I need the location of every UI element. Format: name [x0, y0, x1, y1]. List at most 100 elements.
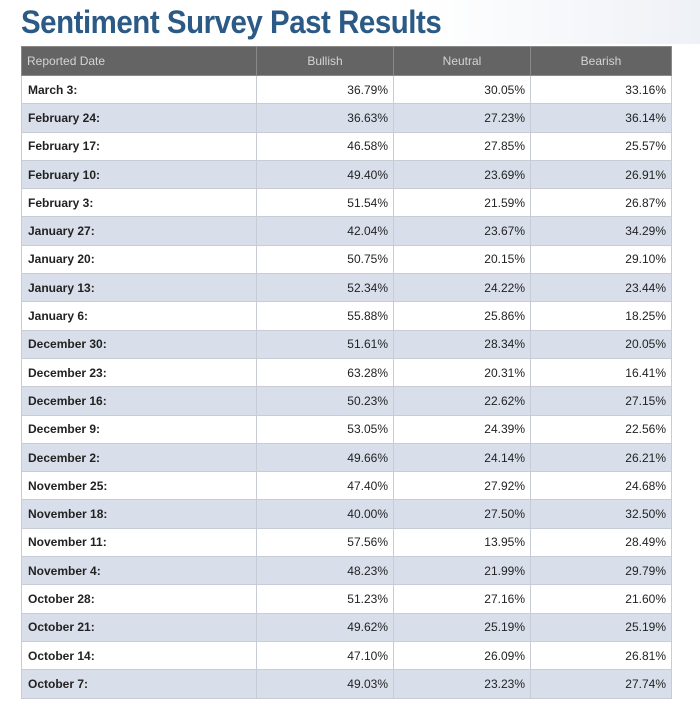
- cell-bullish: 36.63%: [256, 103, 394, 133]
- cell-bullish: 49.40%: [256, 159, 394, 190]
- cell-bullish: 47.40%: [256, 471, 394, 501]
- table-row: January 6: 55.88% 25.86% 18.25%: [21, 301, 672, 331]
- table-row: December 16: 50.23% 22.62% 27.15%: [21, 386, 672, 416]
- cell-reported-date: December 16:: [21, 386, 257, 416]
- cell-neutral: 27.50%: [393, 499, 531, 529]
- cell-bearish: 27.15%: [530, 386, 672, 416]
- cell-bearish: 23.44%: [530, 273, 672, 303]
- cell-neutral: 20.15%: [393, 244, 531, 275]
- cell-neutral: 30.05%: [393, 74, 531, 105]
- table-row: December 2: 49.66% 24.14% 26.21%: [21, 442, 672, 473]
- cell-bearish: 16.41%: [530, 357, 672, 388]
- cell-reported-date: February 3:: [21, 188, 257, 218]
- cell-bearish: 29.10%: [530, 244, 672, 275]
- cell-reported-date: January 13:: [21, 273, 257, 303]
- column-header-bullish: Bullish: [256, 46, 394, 76]
- cell-bearish: 32.50%: [530, 499, 672, 529]
- cell-reported-date: October 28:: [21, 584, 257, 614]
- table-row: October 7: 49.03% 23.23% 27.74%: [21, 669, 672, 699]
- cell-bullish: 49.03%: [256, 669, 394, 699]
- cell-neutral: 21.59%: [393, 188, 531, 218]
- page-title: Sentiment Survey Past Results: [21, 4, 442, 40]
- cell-bullish: 50.23%: [256, 386, 394, 416]
- cell-bullish: 53.05%: [256, 414, 394, 444]
- cell-neutral: 21.99%: [393, 556, 531, 586]
- cell-bullish: 40.00%: [256, 499, 394, 529]
- cell-reported-date: October 21:: [21, 612, 257, 642]
- cell-neutral: 28.34%: [393, 329, 531, 359]
- cell-reported-date: December 9:: [21, 414, 257, 444]
- cell-reported-date: November 11:: [21, 527, 257, 558]
- cell-bearish: 34.29%: [530, 216, 672, 246]
- cell-bearish: 26.91%: [530, 159, 672, 190]
- cell-reported-date: October 14:: [21, 640, 257, 671]
- cell-neutral: 27.85%: [393, 131, 531, 161]
- cell-reported-date: November 18:: [21, 499, 257, 529]
- cell-bearish: 26.21%: [530, 442, 672, 473]
- cell-bearish: 26.87%: [530, 188, 672, 218]
- cell-reported-date: December 2:: [21, 442, 257, 473]
- cell-bullish: 42.04%: [256, 216, 394, 246]
- table-row: December 9: 53.05% 24.39% 22.56%: [21, 414, 672, 444]
- table-row: November 18: 40.00% 27.50% 32.50%: [21, 499, 672, 529]
- table-row: January 13: 52.34% 24.22% 23.44%: [21, 273, 672, 303]
- cell-bearish: 20.05%: [530, 329, 672, 359]
- cell-bullish: 52.34%: [256, 273, 394, 303]
- cell-bearish: 24.68%: [530, 471, 672, 501]
- table-row: December 23: 63.28% 20.31% 16.41%: [21, 357, 672, 388]
- table-row: November 4: 48.23% 21.99% 29.79%: [21, 556, 672, 586]
- cell-neutral: 27.23%: [393, 103, 531, 133]
- column-header-neutral: Neutral: [393, 46, 531, 76]
- table-row: March 3: 36.79% 30.05% 33.16%: [21, 74, 672, 105]
- cell-reported-date: February 10:: [21, 159, 257, 190]
- cell-reported-date: March 3:: [21, 74, 257, 105]
- cell-neutral: 24.22%: [393, 273, 531, 303]
- table-row: February 3: 51.54% 21.59% 26.87%: [21, 188, 672, 218]
- cell-bullish: 47.10%: [256, 640, 394, 671]
- cell-bullish: 51.23%: [256, 584, 394, 614]
- cell-reported-date: October 7:: [21, 669, 257, 699]
- cell-bullish: 36.79%: [256, 74, 394, 105]
- cell-neutral: 26.09%: [393, 640, 531, 671]
- table-row: November 11: 57.56% 13.95% 28.49%: [21, 527, 672, 558]
- cell-neutral: 27.16%: [393, 584, 531, 614]
- cell-reported-date: January 27:: [21, 216, 257, 246]
- cell-reported-date: December 23:: [21, 357, 257, 388]
- cell-bearish: 26.81%: [530, 640, 672, 671]
- cell-reported-date: January 6:: [21, 301, 257, 331]
- cell-bearish: 22.56%: [530, 414, 672, 444]
- cell-neutral: 23.23%: [393, 669, 531, 699]
- cell-neutral: 23.67%: [393, 216, 531, 246]
- cell-bullish: 55.88%: [256, 301, 394, 331]
- cell-bullish: 51.61%: [256, 329, 394, 359]
- table-row: October 21: 49.62% 25.19% 25.19%: [21, 612, 672, 642]
- cell-reported-date: November 25:: [21, 471, 257, 501]
- table-row: February 24: 36.63% 27.23% 36.14%: [21, 103, 672, 133]
- cell-bearish: 25.57%: [530, 131, 672, 161]
- cell-neutral: 25.19%: [393, 612, 531, 642]
- cell-neutral: 22.62%: [393, 386, 531, 416]
- cell-reported-date: January 20:: [21, 244, 257, 275]
- cell-neutral: 13.95%: [393, 527, 531, 558]
- cell-reported-date: December 30:: [21, 329, 257, 359]
- table-header: Reported Date Bullish Neutral Bearish: [21, 46, 672, 76]
- table-row: January 20: 50.75% 20.15% 29.10%: [21, 244, 672, 275]
- cell-bearish: 21.60%: [530, 584, 672, 614]
- cell-reported-date: November 4:: [21, 556, 257, 586]
- table-row: February 10: 49.40% 23.69% 26.91%: [21, 159, 672, 190]
- cell-bearish: 36.14%: [530, 103, 672, 133]
- cell-bullish: 51.54%: [256, 188, 394, 218]
- header-band: [0, 0, 700, 44]
- cell-reported-date: February 17:: [21, 131, 257, 161]
- cell-bearish: 27.74%: [530, 669, 672, 699]
- cell-neutral: 23.69%: [393, 159, 531, 190]
- cell-bullish: 50.75%: [256, 244, 394, 275]
- cell-bullish: 49.66%: [256, 442, 394, 473]
- table-row: October 28: 51.23% 27.16% 21.60%: [21, 584, 672, 614]
- cell-bullish: 63.28%: [256, 357, 394, 388]
- cell-bullish: 48.23%: [256, 556, 394, 586]
- cell-bullish: 49.62%: [256, 612, 394, 642]
- table-row: January 27: 42.04% 23.67% 34.29%: [21, 216, 672, 246]
- table-row: December 30: 51.61% 28.34% 20.05%: [21, 329, 672, 359]
- cell-bullish: 57.56%: [256, 527, 394, 558]
